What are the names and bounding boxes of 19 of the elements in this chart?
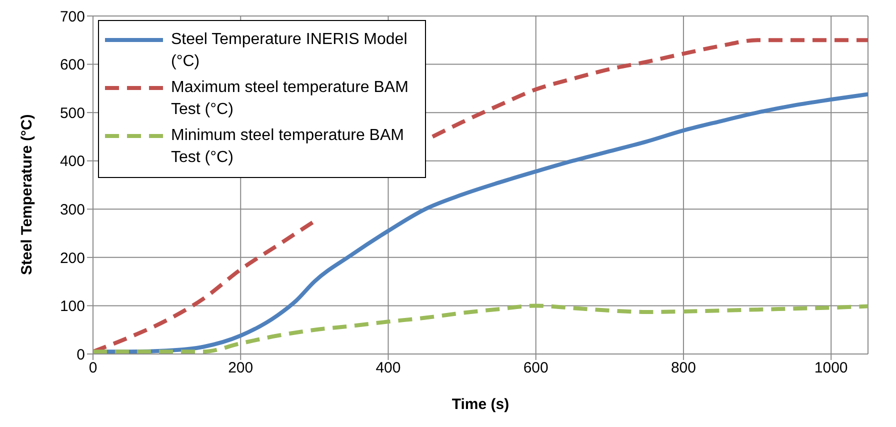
legend-label: Maximum steel temperature BAM Test (°C)	[171, 78, 410, 120]
y-tick-label: 300	[60, 201, 85, 218]
y-tick-label: 0	[76, 346, 85, 364]
y-axis-title: Steel Temperature (°C)	[18, 114, 36, 275]
y-tick-label: 200	[60, 250, 85, 267]
legend-label: Minimum steel temperature BAM Test (°C)	[171, 126, 405, 168]
x-tick-label: 0	[88, 360, 98, 377]
y-tick-label: 100	[60, 298, 85, 316]
y-tick-label: 500	[60, 104, 85, 122]
x-tick-label: 200	[228, 360, 254, 377]
x-tick-label: 1000	[814, 360, 848, 377]
x-tick-label: 400	[376, 360, 401, 377]
x-tick-label: 800	[670, 360, 696, 377]
y-tick-label: 700	[60, 8, 85, 26]
y-tick-label: 400	[60, 153, 85, 170]
x-axis-title: Time (s)	[452, 396, 510, 413]
x-tick-label: 600	[523, 360, 548, 377]
legend-label: Steel Temperature INERIS Model (°C)	[171, 30, 408, 72]
y-tick-label: 600	[60, 56, 85, 74]
